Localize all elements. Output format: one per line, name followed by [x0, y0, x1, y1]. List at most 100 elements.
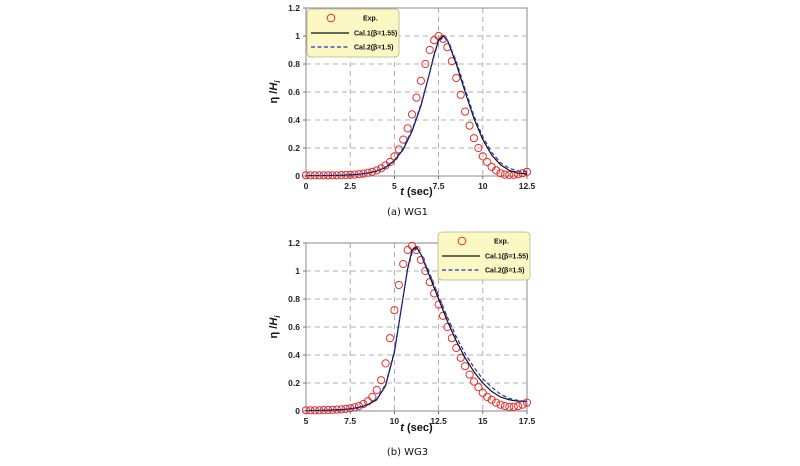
legend-exp-marker [457, 236, 467, 246]
exp-data-point [505, 402, 514, 411]
exp-data-point [416, 255, 426, 264]
x-tick-label: 12.5 [430, 416, 447, 426]
y-axis-label-sub: i [273, 80, 282, 83]
exp-data-point [514, 402, 523, 411]
exp-data-point [403, 245, 412, 255]
legend-label: Exp. [494, 239, 509, 246]
y-tick-label: 0.2 [288, 143, 300, 153]
x-tick-label: 0 [304, 181, 309, 191]
x-tick-label: 5 [392, 181, 397, 191]
exp-data-point [469, 377, 479, 386]
exp-data-point [505, 170, 514, 179]
y-axis-label-num: η / [268, 326, 280, 339]
exp-data-point [403, 124, 412, 133]
exp-data-point [465, 121, 474, 130]
exp-data-point [377, 376, 386, 385]
exp-data-point [487, 395, 496, 404]
chart-wg3: 5 7.5 10 12.5 15 17.5 0 0.2 0.4 0.6 0.8 1 1.2 t (sec)… [268, 231, 536, 458]
y-tick-label: 0.6 [288, 87, 300, 97]
x-tick-label: 15 [478, 416, 488, 426]
y-axis-label: η /Hi [268, 80, 282, 104]
x-tick-label: 2.5 [344, 181, 356, 191]
exp-data-point [385, 334, 395, 343]
y-axis-label-den: H [268, 317, 280, 326]
x-axis-label: t (sec) [400, 422, 433, 434]
y-tick-label: 0.8 [288, 294, 300, 304]
x-tick-label: 10 [390, 416, 400, 426]
legend-label: Cal.1(β=1.55) [354, 31, 397, 38]
exp-data-point [496, 400, 505, 409]
exp-data-point [394, 280, 403, 290]
exp-data-point [509, 402, 518, 411]
exp-data-point [483, 157, 492, 167]
exp-data-point [443, 43, 452, 52]
y-tick-label: 0.6 [288, 322, 300, 332]
exp-data-point [496, 169, 505, 178]
exp-data-point [443, 322, 452, 332]
y-axis-label-sub: i [273, 315, 282, 318]
exp-data-point [491, 166, 501, 175]
exp-data-point [372, 385, 381, 395]
legend: Exp. Cal.1(β=1.55) Cal.2(β=1.5) [306, 8, 400, 58]
y-tick-label: 0 [295, 171, 300, 181]
exp-data-point [469, 134, 479, 143]
legend-box [306, 8, 400, 58]
chart-wg1: 0 2.5 5 7.5 10 12.5 0 0.2 0.4 0.6 0.8 1 1.2 t (sec) η … [268, 3, 536, 218]
exp-data-point [461, 107, 470, 116]
exp-data-point [372, 166, 381, 175]
exp-data-point [474, 383, 483, 392]
exp-data-point [412, 93, 421, 102]
x-tick-label: 12.5 [519, 181, 536, 191]
x-tick-label: 17.5 [519, 416, 536, 426]
exp-data-point [399, 259, 408, 269]
exp-data-point [430, 36, 439, 45]
exp-data-point [478, 152, 487, 161]
x-axis-label-var: t [400, 186, 405, 198]
y-tick-label: 0.4 [288, 350, 300, 360]
exp-data-point [438, 311, 448, 320]
chart-caption: (b) WG3 [387, 447, 428, 458]
exp-data-point [522, 398, 532, 407]
y-tick-label: 0.4 [288, 115, 300, 125]
exp-data-point [456, 353, 465, 362]
x-tick-label: 10 [478, 181, 488, 191]
y-tick-label: 0.2 [288, 378, 300, 388]
cal2-line [306, 247, 527, 411]
exp-data-point [474, 143, 483, 153]
exp-data-point [368, 392, 377, 402]
legend-label: Exp. [363, 16, 378, 23]
x-axis-label-unit: (sec) [404, 422, 433, 434]
x-tick-label: 7.5 [433, 181, 445, 191]
legend-box [437, 231, 531, 281]
exp-data-point [434, 300, 443, 309]
legend-exp-marker [326, 13, 336, 23]
exp-data-point [399, 135, 408, 144]
exp-data-point [500, 170, 509, 179]
exp-data-point [416, 76, 426, 85]
x-axis-label-unit: (sec) [404, 186, 433, 198]
exp-data-point [452, 73, 461, 83]
exp-data-point [381, 359, 390, 368]
x-tick-label: 7.5 [344, 416, 356, 426]
exp-data-point [465, 370, 474, 379]
x-tick-label: 5 [304, 416, 309, 426]
exp-data-point [461, 362, 470, 371]
y-tick-label: 0.8 [288, 59, 300, 69]
y-tick-label: 1 [295, 31, 300, 41]
y-axis-label: η /Hi [268, 315, 282, 339]
exp-data-point [425, 45, 434, 55]
exp-data-point [478, 388, 487, 397]
legend: Exp. Cal.1(β=1.55) Cal.2(β=1.5) [437, 231, 531, 281]
legend-label: Cal.1(β=1.55) [485, 254, 528, 261]
y-tick-label: 0 [295, 406, 300, 416]
exp-data-point [483, 392, 492, 402]
y-tick-label: 1.2 [288, 238, 300, 248]
exp-data-point [500, 402, 509, 411]
legend-label: Cal.2(β=1.5) [354, 45, 393, 52]
y-axis-label-den: H [268, 82, 280, 91]
cal2-line [306, 36, 527, 176]
legend-label: Cal.2(β=1.5) [485, 268, 524, 275]
y-axis-label-num: η / [268, 91, 280, 104]
exp-data-point [456, 90, 465, 99]
